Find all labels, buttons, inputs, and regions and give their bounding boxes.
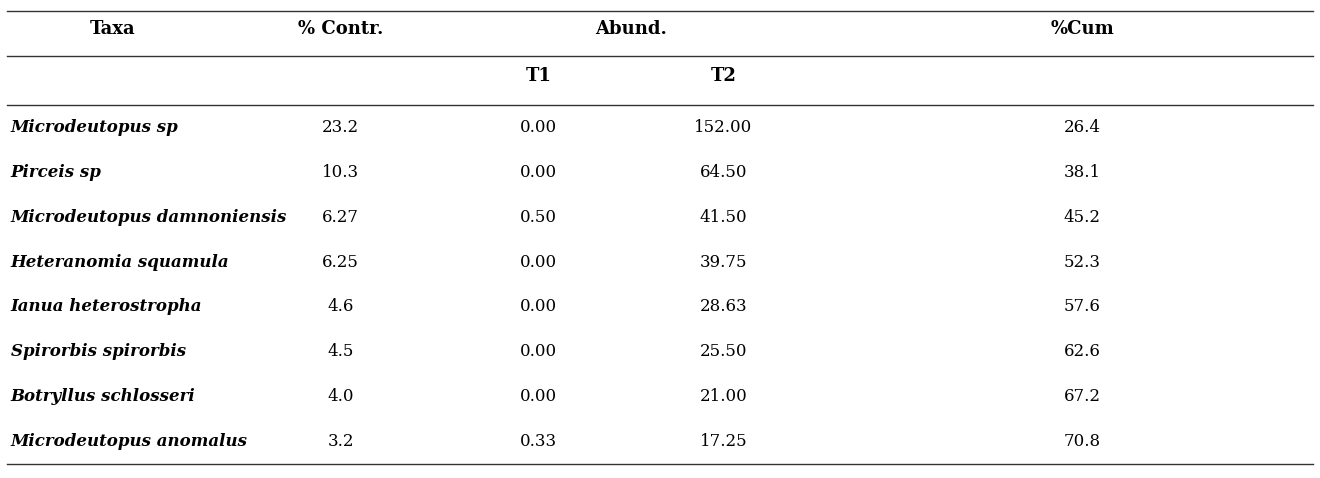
Text: Microdeutopus damnoniensis: Microdeutopus damnoniensis — [11, 209, 286, 226]
Text: 0.00: 0.00 — [520, 388, 557, 405]
Text: 25.50: 25.50 — [700, 343, 747, 360]
Text: 0.50: 0.50 — [520, 209, 557, 226]
Text: 17.25: 17.25 — [700, 433, 747, 450]
Text: 38.1: 38.1 — [1064, 164, 1101, 181]
Text: 6.25: 6.25 — [322, 253, 359, 271]
Text: 0.00: 0.00 — [520, 253, 557, 271]
Text: 21.00: 21.00 — [700, 388, 747, 405]
Text: 0.00: 0.00 — [520, 119, 557, 136]
Text: Abund.: Abund. — [595, 20, 667, 38]
Text: 41.50: 41.50 — [700, 209, 747, 226]
Text: 3.2: 3.2 — [327, 433, 354, 450]
Text: Spirorbis spirorbis: Spirorbis spirorbis — [11, 343, 186, 360]
Text: % Contr.: % Contr. — [298, 20, 383, 38]
Text: Microdeutopus anomalus: Microdeutopus anomalus — [11, 433, 248, 450]
Text: 152.00: 152.00 — [694, 119, 752, 136]
Text: 23.2: 23.2 — [322, 119, 359, 136]
Text: 52.3: 52.3 — [1064, 253, 1101, 271]
Text: 0.33: 0.33 — [520, 433, 557, 450]
Text: 0.00: 0.00 — [520, 164, 557, 181]
Text: 39.75: 39.75 — [700, 253, 747, 271]
Text: 45.2: 45.2 — [1064, 209, 1101, 226]
Text: 6.27: 6.27 — [322, 209, 359, 226]
Text: 0.00: 0.00 — [520, 343, 557, 360]
Text: Taxa: Taxa — [90, 20, 135, 38]
Text: Heteranomia squamula: Heteranomia squamula — [11, 253, 230, 271]
Text: 28.63: 28.63 — [700, 298, 747, 315]
Text: 62.6: 62.6 — [1064, 343, 1101, 360]
Text: Microdeutopus sp: Microdeutopus sp — [11, 119, 178, 136]
Text: 26.4: 26.4 — [1064, 119, 1101, 136]
Text: T2: T2 — [710, 67, 737, 85]
Text: Botryllus schlosseri: Botryllus schlosseri — [11, 388, 195, 405]
Text: 70.8: 70.8 — [1064, 433, 1101, 450]
Text: 10.3: 10.3 — [322, 164, 359, 181]
Text: 64.50: 64.50 — [700, 164, 747, 181]
Text: 0.00: 0.00 — [520, 298, 557, 315]
Text: %Cum: %Cum — [1051, 20, 1114, 38]
Text: T1: T1 — [525, 67, 552, 85]
Text: Ianua heterostropha: Ianua heterostropha — [11, 298, 202, 315]
Text: 4.5: 4.5 — [327, 343, 354, 360]
Text: 4.0: 4.0 — [327, 388, 354, 405]
Text: 57.6: 57.6 — [1064, 298, 1101, 315]
Text: 4.6: 4.6 — [327, 298, 354, 315]
Text: Pirceis sp: Pirceis sp — [11, 164, 102, 181]
Text: 67.2: 67.2 — [1064, 388, 1101, 405]
